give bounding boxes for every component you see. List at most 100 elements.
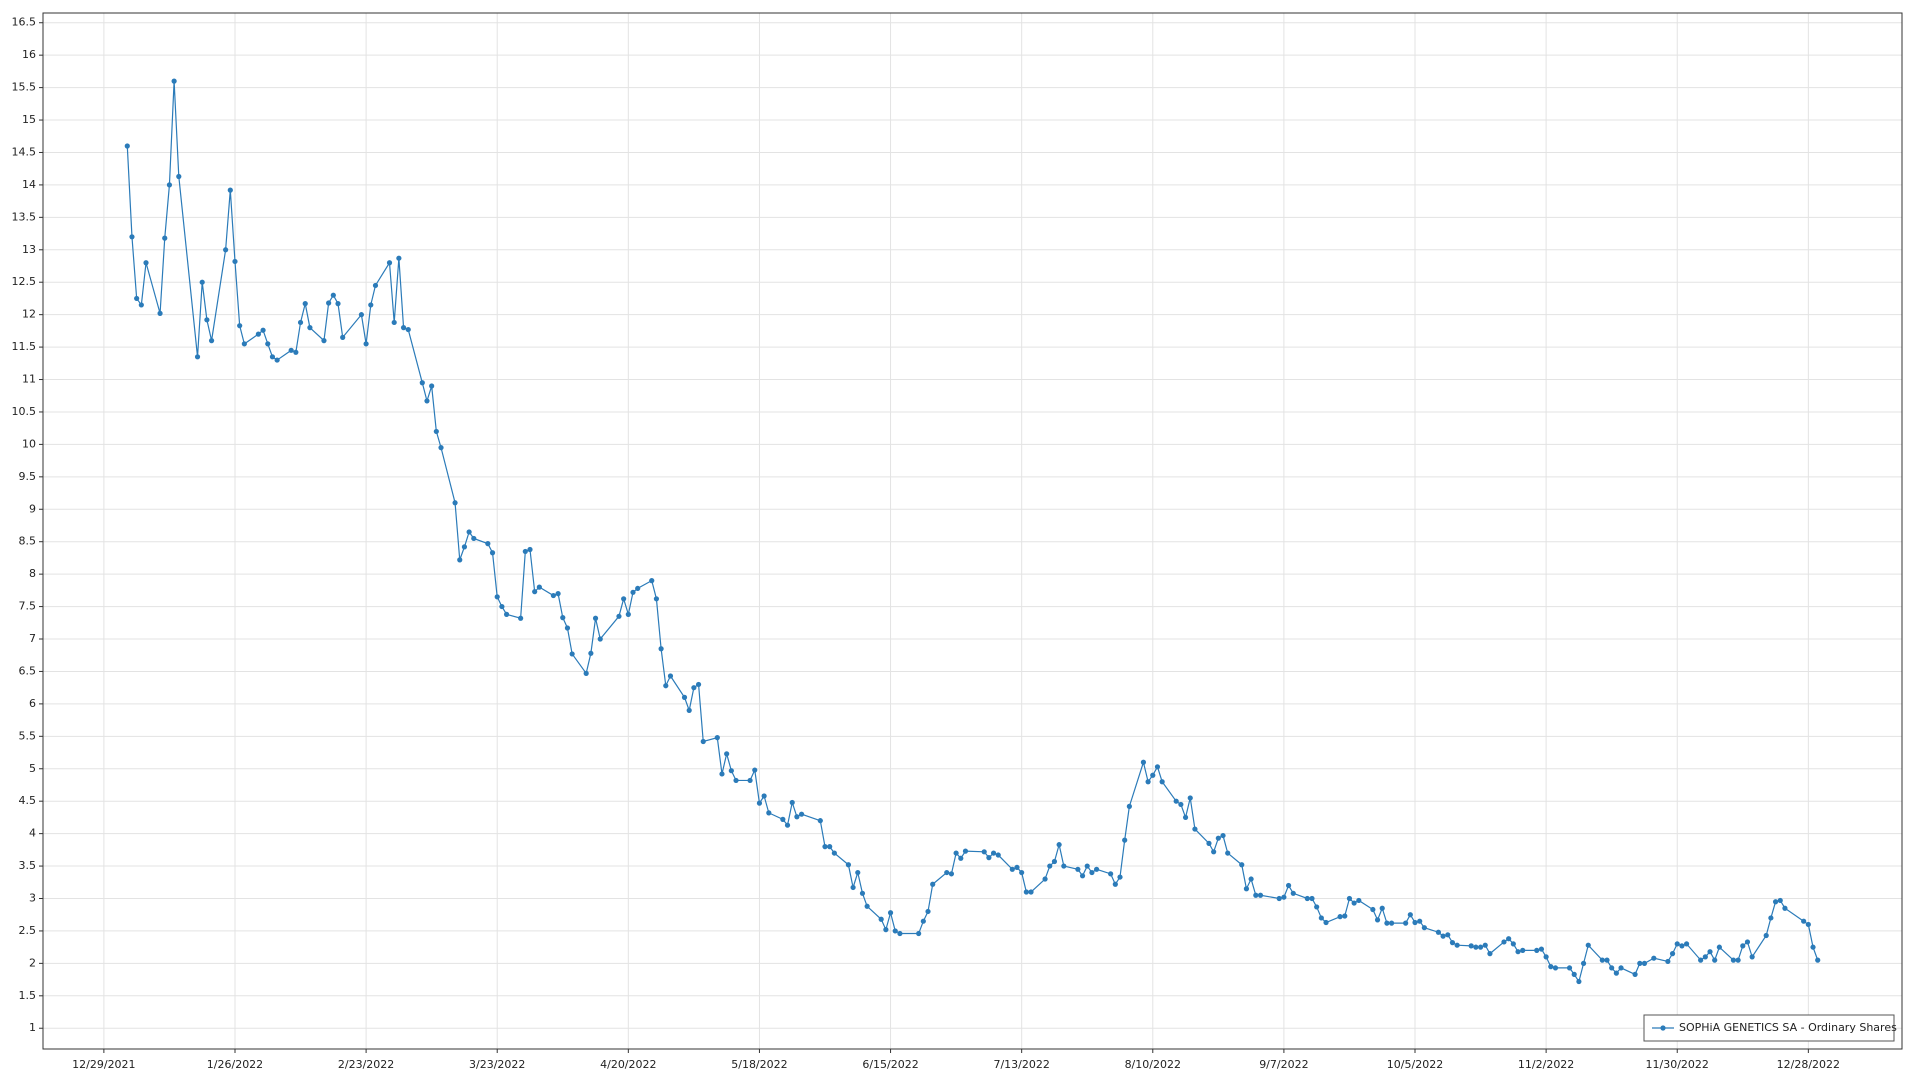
data-point	[199, 279, 205, 285]
data-point	[1257, 892, 1264, 898]
data-point	[340, 334, 346, 340]
data-point	[293, 349, 299, 355]
y-tick-label: 15.5	[12, 81, 37, 94]
data-point	[859, 890, 866, 896]
data-point	[1810, 944, 1816, 950]
x-tick-label: 1/26/2022	[207, 1058, 263, 1071]
data-point	[499, 603, 505, 610]
data-point	[503, 611, 510, 617]
data-point	[438, 445, 444, 451]
data-point	[232, 258, 238, 265]
data-point	[1014, 864, 1020, 870]
data-point	[878, 916, 884, 922]
data-point	[784, 822, 791, 828]
data-point	[302, 301, 308, 307]
data-point	[1763, 932, 1769, 939]
data-point	[157, 310, 163, 316]
y-tick-label: 16	[22, 48, 36, 61]
data-point	[700, 738, 706, 745]
y-tick-label: 13	[22, 243, 36, 256]
y-tick-label: 11	[22, 373, 36, 386]
y-tick-label: 1.5	[19, 989, 37, 1002]
data-point	[166, 182, 173, 188]
data-point	[761, 793, 767, 799]
data-point	[1023, 889, 1029, 895]
data-point	[466, 529, 472, 535]
x-tick-label: 12/29/2021	[72, 1058, 135, 1071]
data-point	[1637, 960, 1643, 966]
data-point	[1215, 835, 1221, 841]
data-point	[129, 234, 135, 240]
y-tick-label: 8.5	[19, 535, 37, 548]
data-point	[1604, 957, 1610, 963]
data-point	[625, 611, 631, 617]
data-point	[1440, 933, 1446, 939]
y-tick-label: 9	[29, 502, 36, 515]
data-point	[260, 327, 266, 333]
data-point	[452, 500, 458, 506]
data-point	[653, 596, 660, 602]
y-tick-label: 9.5	[19, 470, 37, 483]
x-tick-label: 9/7/2022	[1259, 1058, 1308, 1071]
y-tick-label: 12.5	[12, 275, 37, 288]
data-point	[1740, 943, 1746, 949]
y-tick-label: 2.5	[19, 924, 37, 937]
x-tick-label: 11/30/2022	[1646, 1058, 1709, 1071]
data-point	[1239, 862, 1245, 868]
data-point	[1445, 932, 1451, 938]
data-point	[391, 319, 397, 326]
data-point	[583, 670, 589, 676]
data-point	[1674, 941, 1680, 947]
data-point	[1735, 957, 1741, 963]
data-point	[522, 548, 528, 555]
y-tick-label: 16.5	[12, 16, 37, 29]
data-point	[1117, 874, 1123, 880]
data-point	[1346, 895, 1353, 902]
data-point	[457, 557, 463, 563]
data-point	[649, 578, 655, 584]
data-point	[981, 849, 987, 855]
data-point	[1047, 863, 1053, 869]
data-point	[1042, 876, 1048, 882]
data-point	[827, 844, 833, 850]
data-point	[1454, 942, 1460, 948]
data-point	[1552, 965, 1559, 971]
x-tick-label: 12/28/2022	[1777, 1058, 1840, 1071]
data-point	[1126, 803, 1132, 809]
data-point	[485, 541, 491, 547]
data-point	[1669, 951, 1676, 957]
y-tick-label: 13.5	[12, 210, 37, 223]
data-point	[162, 235, 168, 241]
y-tick-label: 6	[29, 697, 36, 710]
data-point	[630, 589, 636, 595]
data-point	[780, 816, 786, 822]
data-point	[1028, 889, 1034, 895]
data-point	[1342, 913, 1348, 919]
data-point	[358, 312, 365, 318]
y-tick-label: 7	[29, 632, 36, 645]
plot-area	[43, 13, 1902, 1049]
data-point	[1515, 949, 1521, 955]
data-point	[1805, 921, 1811, 928]
data-point	[1182, 814, 1189, 821]
data-point	[1178, 801, 1184, 808]
x-tick-label: 2/23/2022	[338, 1058, 394, 1071]
data-point	[1641, 960, 1648, 966]
data-point	[1370, 906, 1376, 913]
data-point	[494, 594, 500, 600]
x-tick-label: 4/20/2022	[600, 1058, 656, 1071]
data-point	[569, 651, 575, 657]
data-point	[1815, 957, 1821, 963]
data-point	[1403, 920, 1409, 926]
data-point	[733, 777, 739, 784]
data-point	[527, 546, 533, 553]
data-point	[241, 341, 247, 347]
data-point	[550, 592, 557, 599]
y-tick-label: 8	[29, 567, 36, 580]
data-point	[255, 331, 262, 337]
data-point	[1159, 779, 1165, 785]
data-point	[560, 615, 566, 621]
plot-frame	[42, 12, 1903, 1050]
data-point	[667, 673, 674, 679]
data-point	[925, 908, 931, 915]
